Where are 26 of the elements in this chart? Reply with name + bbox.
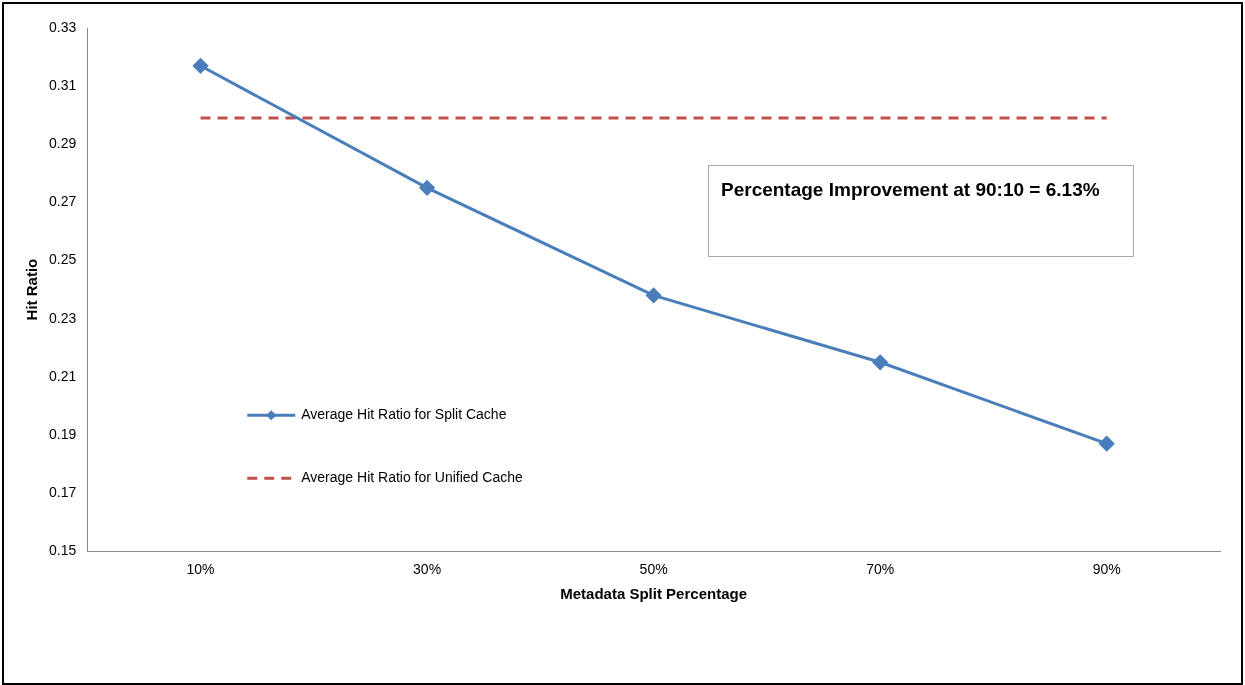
x-tick-label: 70% bbox=[866, 561, 895, 578]
legend-label: Average Hit Ratio for Split Cache bbox=[301, 406, 507, 423]
y-tick-label: 0.29 bbox=[49, 135, 77, 152]
annotation: Percentage Improvement at 90:10 = 6.13% bbox=[721, 179, 1100, 200]
point bbox=[419, 180, 435, 196]
point bbox=[1099, 436, 1115, 452]
x-axis-title: Metadata Split Percentage bbox=[560, 585, 747, 603]
x-tick-label: 10% bbox=[186, 561, 215, 578]
y-tick-label: 0.33 bbox=[49, 18, 77, 35]
point bbox=[646, 287, 662, 303]
legend-label: Average Hit Ratio for Unified Cache bbox=[301, 469, 523, 486]
y-tick-label: 0.27 bbox=[49, 193, 77, 210]
y-tick-label: 0.23 bbox=[49, 309, 77, 326]
x-tick-label: 90% bbox=[1092, 561, 1121, 578]
y-tick-label: 0.25 bbox=[49, 251, 77, 268]
note-box: Percentage Improvement at 90:10 = 6.13% bbox=[708, 165, 1134, 257]
x-tick-label: 30% bbox=[413, 561, 442, 578]
point bbox=[193, 58, 209, 74]
y-tick-label: 0.21 bbox=[49, 367, 77, 384]
y-axis-title: Hit Ratio bbox=[23, 258, 41, 321]
y-tick-label: 0.15 bbox=[49, 542, 77, 559]
y-tick-label: 0.19 bbox=[49, 425, 77, 442]
point bbox=[872, 354, 888, 370]
y-tick-label: 0.17 bbox=[49, 483, 77, 500]
x-tick-label: 50% bbox=[639, 561, 668, 578]
y-tick-label: 0.31 bbox=[49, 76, 77, 93]
